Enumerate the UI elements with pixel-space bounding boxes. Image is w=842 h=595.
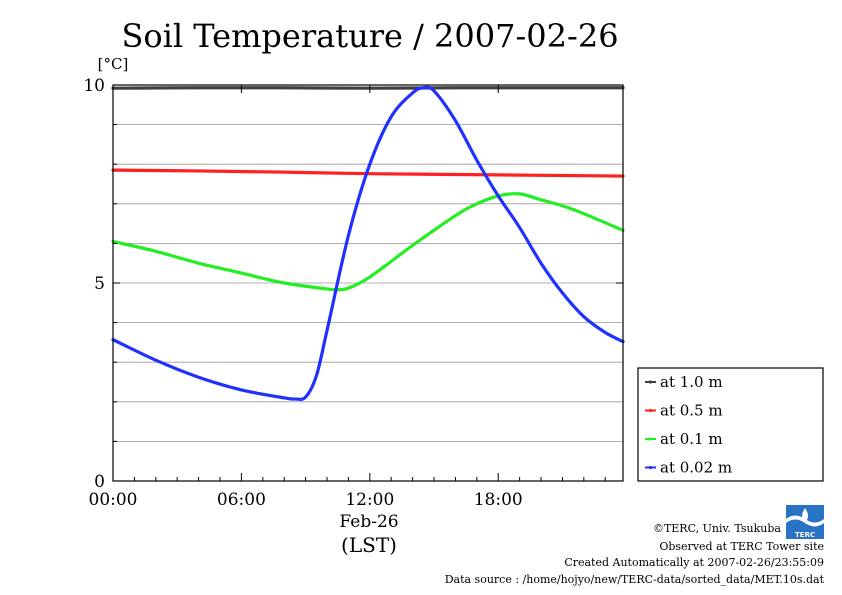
y-tick-label: 10 (83, 76, 105, 96)
plot-area (111, 85, 625, 402)
series-line-2 (111, 168, 625, 178)
series-line-3 (111, 192, 625, 292)
legend-swatch-dot (648, 408, 653, 413)
y-tick-label: 0 (94, 472, 105, 492)
series-line-4 (111, 85, 625, 402)
x-tick-label: 18:00 (474, 490, 523, 510)
chart-title: Soil Temperature / 2007-02-26 (121, 17, 618, 55)
grid-lines (113, 84, 623, 442)
legend-swatch-dot (648, 437, 653, 441)
series-layer (111, 85, 625, 402)
terc-logo: TERC (786, 505, 824, 539)
legend-swatch-dot (648, 380, 653, 384)
legend-label: at 0.02 m (660, 459, 732, 477)
legend-label: at 0.1 m (660, 430, 723, 448)
y-tick-label: 5 (94, 274, 105, 294)
svg-text:TERC: TERC (795, 531, 815, 539)
legend-label: at 0.5 m (660, 402, 723, 420)
x-tick-label: 12:00 (345, 490, 394, 510)
legend-box (637, 367, 824, 482)
copyright-text: ©TERC, Univ. Tsukuba (653, 522, 781, 535)
legend: at 1.0 m at 0.5 m at 0.1 m at 0.02 m (645, 373, 732, 477)
x-tick-label: 00:00 (89, 490, 138, 510)
observation-site-text: Observed at TERC Tower site (659, 540, 824, 553)
legend-swatch-dot (648, 465, 653, 470)
x-axis: 00:00 06:00 12:00 18:00 (89, 85, 606, 510)
x-axis-label: (LST) (341, 533, 397, 557)
legend-label: at 1.0 m (660, 373, 723, 391)
x-tick-label: 06:00 (217, 490, 266, 510)
y-axis-unit-label: [°C] (98, 55, 129, 73)
data-source-text: Data source : /home/hojyo/new/TERC-data/… (445, 573, 825, 586)
y-axis: 0 5 10 (83, 76, 623, 492)
x-axis-date-label: Feb-26 (339, 512, 398, 532)
created-timestamp-text: Created Automatically at 2007-02-26/23:5… (564, 556, 824, 569)
